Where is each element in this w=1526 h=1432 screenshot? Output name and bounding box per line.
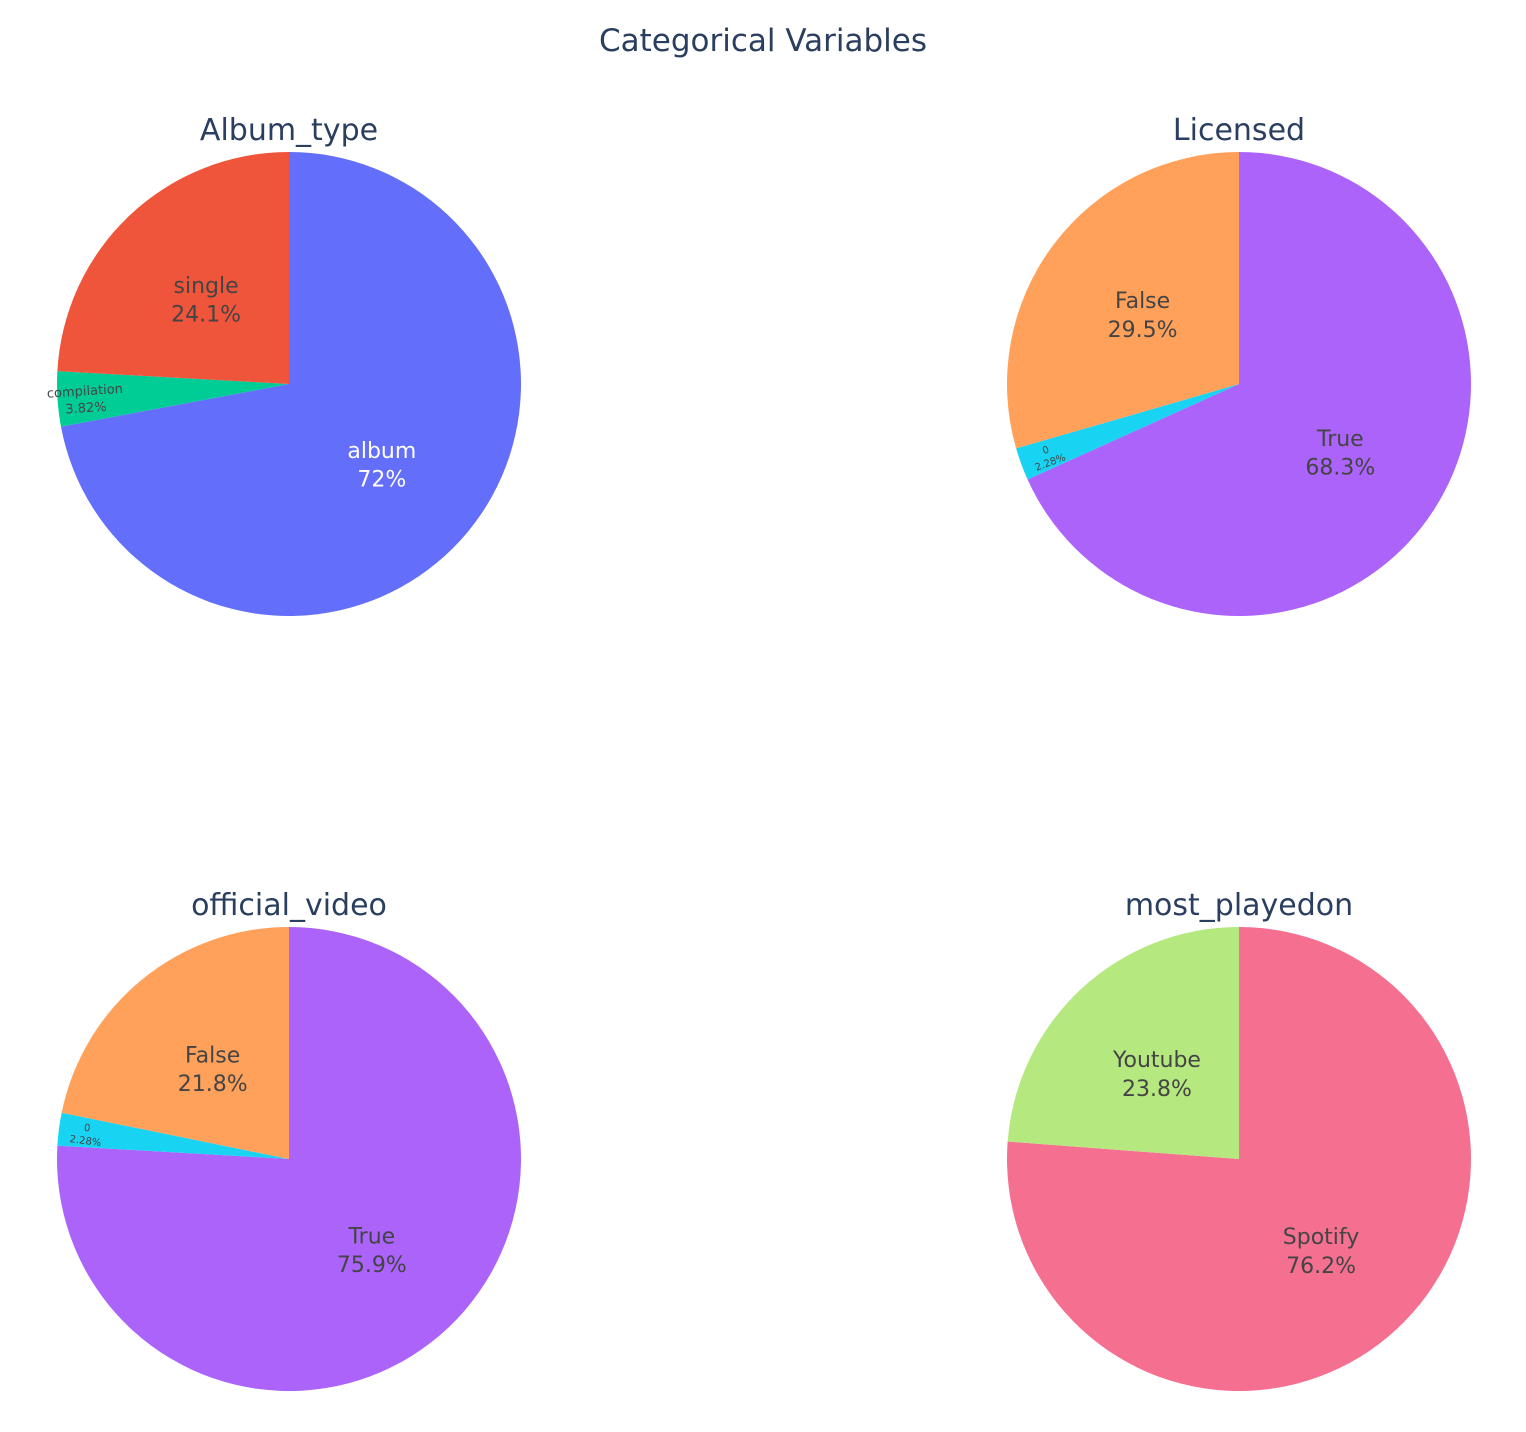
pie-slice-true[interactable] <box>57 927 521 1392</box>
slice-label-percent: 75.9% <box>337 1253 407 1278</box>
slice-label-percent: 29.5% <box>1108 318 1178 343</box>
pie-slice-0[interactable] <box>57 1112 289 1159</box>
pie-slice-youtube[interactable] <box>1007 927 1239 1159</box>
pie-slice-single[interactable] <box>57 151 289 384</box>
slice-label-name: Spotify <box>1283 1225 1360 1250</box>
pie-slice-true[interactable] <box>1027 152 1472 616</box>
pie-most-playedon: most_playedon Spotify 76.2% Youtube 23.8% <box>1007 888 1472 1391</box>
slice-label-percent: 23.8% <box>1122 1077 1192 1102</box>
slice-label-name: 0 <box>83 1123 91 1135</box>
pie-slice-0[interactable] <box>1016 384 1239 480</box>
slice-label: Youtube 23.8% <box>1112 1048 1201 1102</box>
slice-label-name: album <box>347 439 416 464</box>
pie-slice-album[interactable] <box>60 152 521 616</box>
pie-title: official_video <box>191 888 387 923</box>
pie-slice-false[interactable] <box>61 927 289 1159</box>
slice-label: album 72% <box>347 439 416 493</box>
pie-slice-compilation[interactable] <box>56 371 289 427</box>
slice-label-percent: 72% <box>357 467 406 492</box>
slice-label: False 29.5% <box>1108 289 1178 343</box>
slice-label-percent: 21.8% <box>178 1072 248 1097</box>
slice-label-name: False <box>1115 289 1170 314</box>
slice-label: True 68.3% <box>1305 427 1375 481</box>
slice-label: False 21.8% <box>178 1043 248 1097</box>
pie-title: Album_type <box>200 113 378 148</box>
slice-label-percent: 2.28% <box>69 1134 102 1149</box>
slice-label: compilation3.82% <box>46 382 124 419</box>
slice-label-name: True <box>347 1224 395 1249</box>
slice-label-name: Youtube <box>1112 1048 1201 1073</box>
chart-title: Categorical Variables <box>599 23 927 59</box>
slice-label-percent: 3.82% <box>65 400 107 418</box>
slice-label-name: compilation <box>46 382 123 402</box>
pie-title: most_playedon <box>1125 888 1353 923</box>
slice-label-name: False <box>185 1043 240 1068</box>
slice-label-name: True <box>1316 427 1364 452</box>
slice-label: True 75.9% <box>337 1224 407 1278</box>
slice-label-percent: 68.3% <box>1305 456 1375 481</box>
slice-label-name: 0 <box>1041 445 1051 458</box>
pie-slice-false[interactable] <box>1007 151 1239 449</box>
slice-label: Spotify 76.2% <box>1283 1225 1360 1279</box>
slice-label-percent: 76.2% <box>1286 1254 1356 1279</box>
slice-label-percent: 24.1% <box>171 303 241 328</box>
slice-label: 02.28% <box>69 1121 104 1149</box>
slice-label-name: single <box>174 274 239 299</box>
slice-label: single 24.1% <box>171 274 241 328</box>
pie-title: Licensed <box>1173 113 1305 148</box>
pie-official-video: official_video True 75.9% 02.28% False 21.8% <box>57 888 521 1392</box>
